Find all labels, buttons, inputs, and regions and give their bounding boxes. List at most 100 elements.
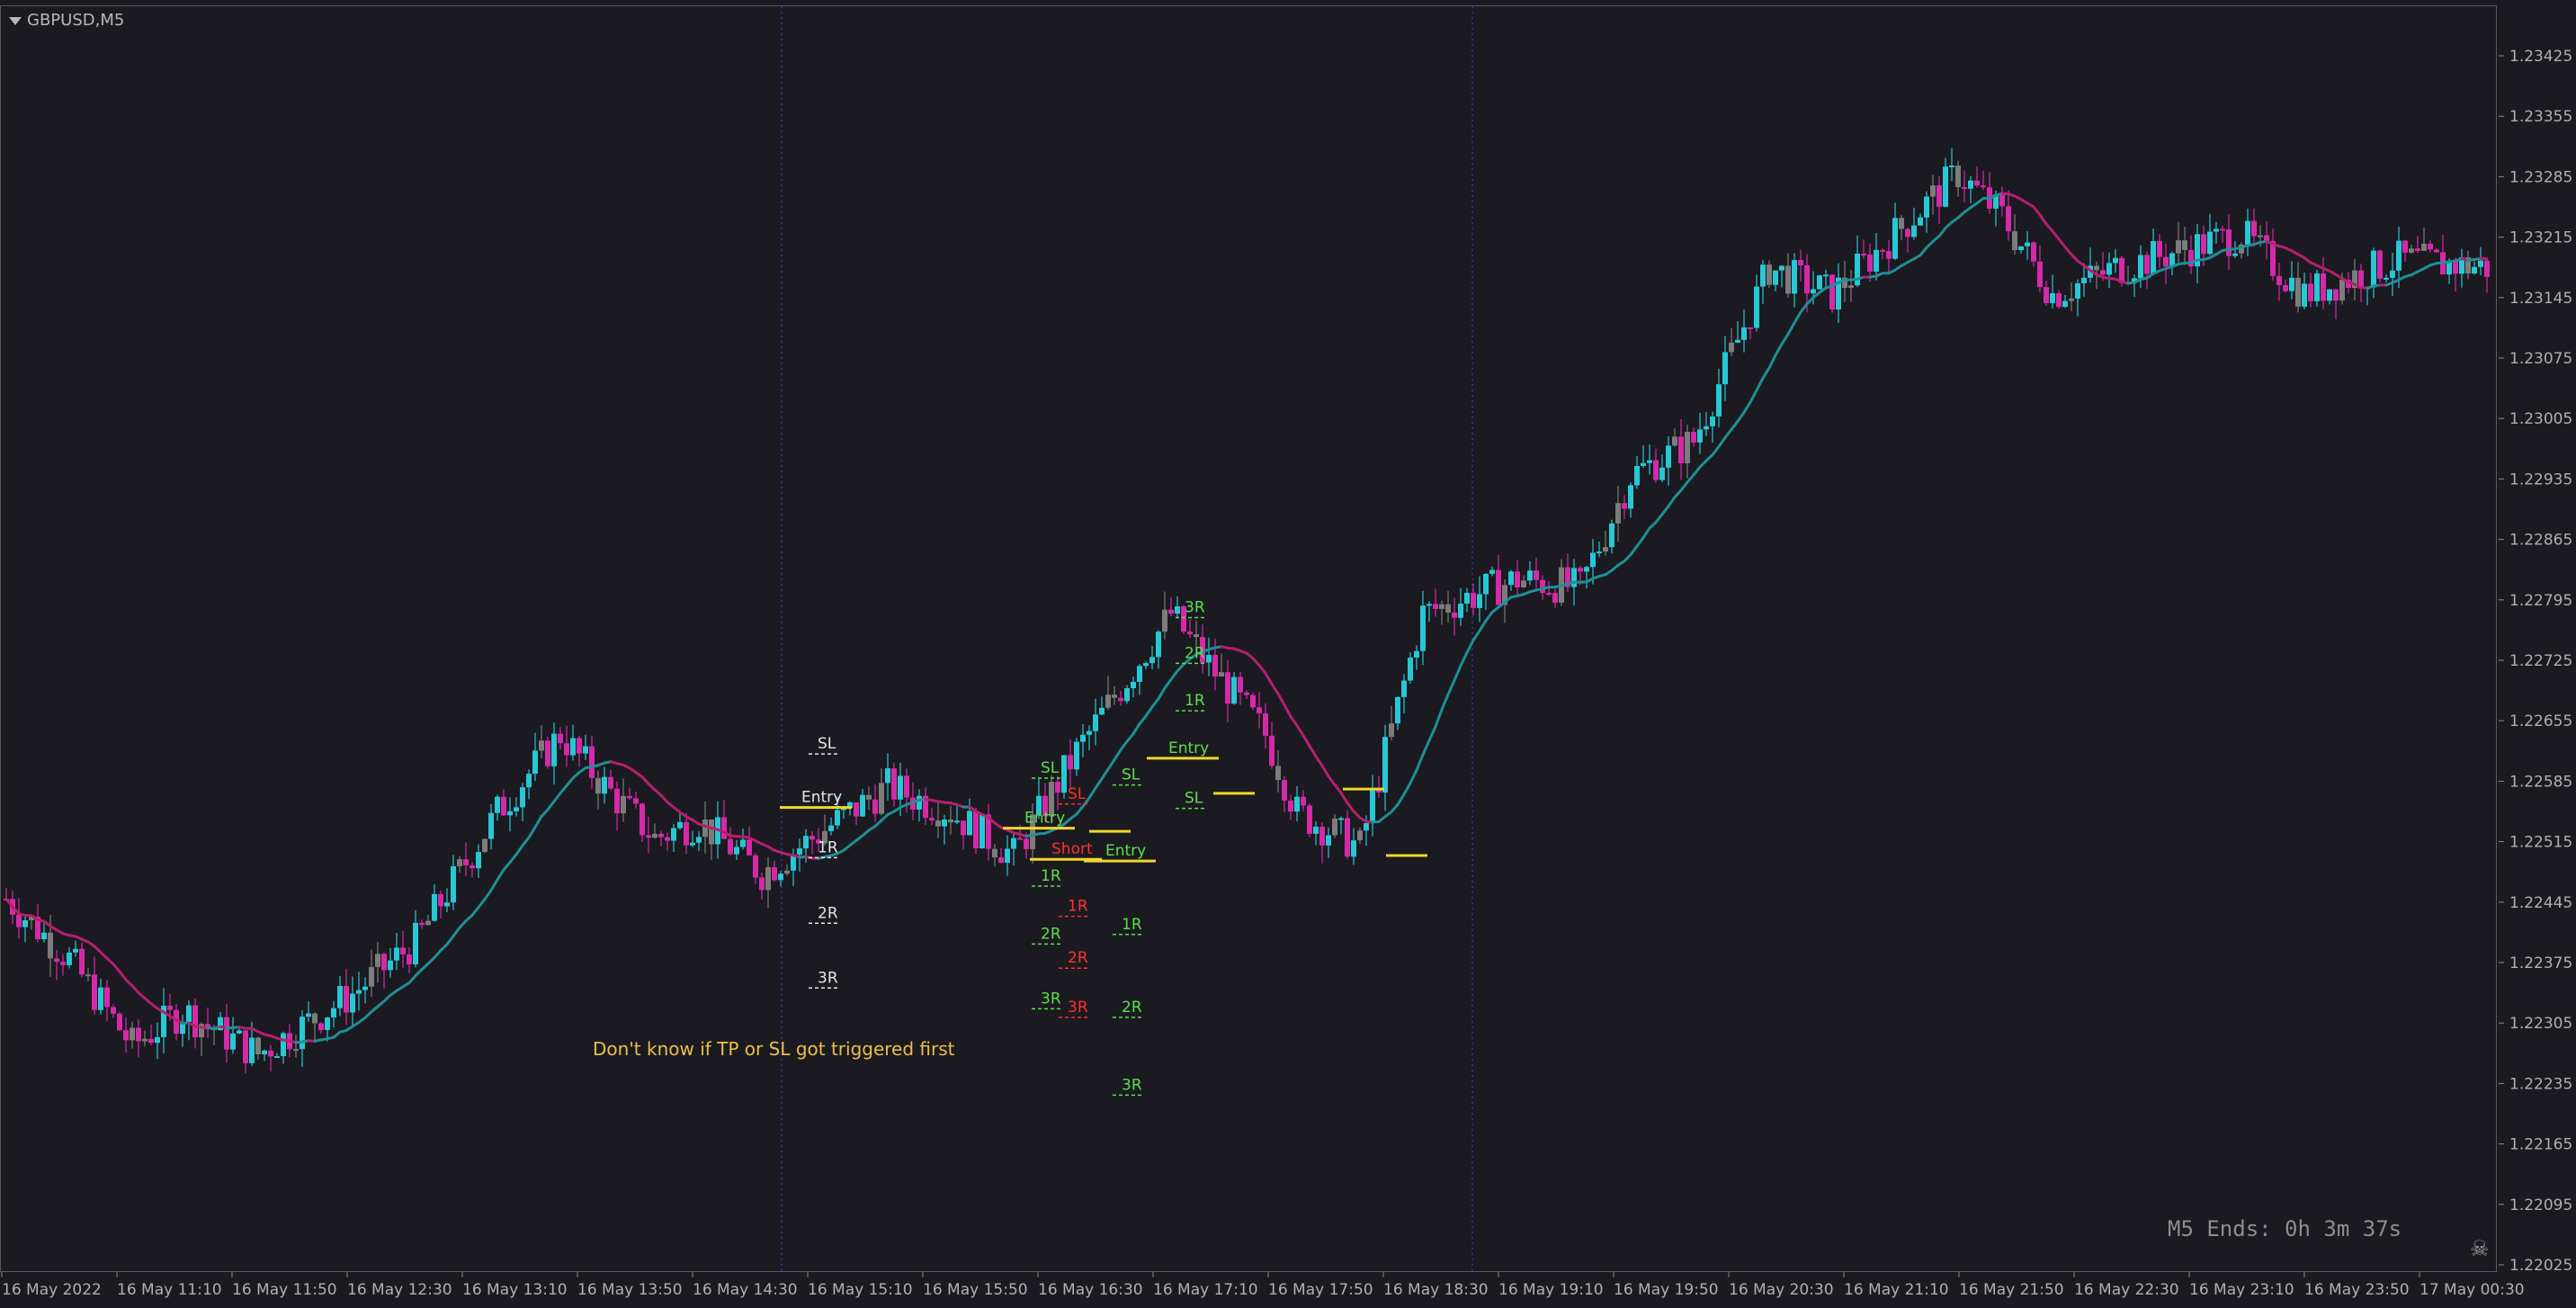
time-tick-label: 16 May 2022 bbox=[2, 1281, 102, 1299]
candle bbox=[79, 942, 85, 978]
trade-level-label: 1R bbox=[1041, 867, 1061, 885]
candle bbox=[451, 855, 456, 910]
symbol-title[interactable]: GBPUSD,M5 bbox=[9, 11, 124, 30]
candle bbox=[589, 735, 595, 789]
candle bbox=[29, 915, 34, 930]
candle bbox=[1754, 274, 1759, 332]
moving-average-segment bbox=[659, 793, 669, 804]
candle bbox=[2088, 247, 2093, 282]
moving-average-segment bbox=[2057, 237, 2067, 249]
candle bbox=[1962, 170, 1967, 202]
candle bbox=[1464, 587, 1470, 613]
moving-average-segment bbox=[332, 1030, 342, 1039]
candle bbox=[2459, 248, 2464, 288]
candle bbox=[130, 1021, 135, 1049]
time-axis[interactable]: 16 May 2022 16 May 11:10 16 May 11:50 16 Ma… bbox=[0, 1272, 2576, 1308]
candle bbox=[123, 1017, 129, 1053]
candle bbox=[2440, 235, 2446, 275]
candle bbox=[2428, 240, 2433, 253]
candle bbox=[520, 783, 525, 821]
candle bbox=[117, 1011, 122, 1032]
candle bbox=[1149, 645, 1155, 670]
candle bbox=[2037, 245, 2043, 293]
moving-average-segment bbox=[1169, 669, 1179, 681]
candle bbox=[1219, 653, 1224, 677]
candle bbox=[532, 732, 538, 782]
candle bbox=[350, 976, 355, 1026]
candle bbox=[1288, 794, 1293, 820]
candle bbox=[2012, 214, 2017, 255]
skull-icon: ☠ bbox=[2470, 1236, 2490, 1261]
candle bbox=[1326, 827, 1331, 858]
candle bbox=[2132, 274, 2137, 297]
moving-average-segment bbox=[1270, 682, 1280, 695]
candle bbox=[816, 828, 821, 852]
candle bbox=[495, 794, 500, 821]
candle bbox=[2056, 290, 2062, 309]
candle bbox=[1534, 557, 1539, 591]
candle bbox=[1036, 778, 1042, 820]
candle bbox=[1936, 175, 1942, 224]
candle bbox=[1729, 327, 1734, 357]
time-tick-label: 16 May 13:10 bbox=[462, 1281, 568, 1299]
candle bbox=[482, 838, 487, 854]
candle bbox=[1489, 566, 1495, 577]
candle bbox=[1666, 435, 1671, 486]
candle bbox=[986, 803, 991, 861]
candle bbox=[2214, 221, 2219, 244]
time-tick-label: 17 May 00:30 bbox=[2419, 1281, 2525, 1299]
candlestick-chart[interactable]: SLEntry1R2R3RSLEntry1R2R3RSLShort1R2R3RS… bbox=[1, 6, 2496, 1271]
moving-average-segment bbox=[1711, 444, 1721, 457]
moving-average-segment bbox=[1755, 376, 1765, 392]
candle bbox=[570, 724, 576, 761]
candle bbox=[1691, 427, 1696, 447]
candle bbox=[463, 842, 469, 876]
time-tick-label: 16 May 17:50 bbox=[1268, 1281, 1373, 1299]
price-tick-label: 1.22655 bbox=[2509, 712, 2572, 730]
candle bbox=[1137, 664, 1142, 695]
moving-average-segment bbox=[2063, 246, 2073, 256]
candle bbox=[1496, 554, 1501, 605]
moving-average-segment bbox=[1767, 354, 1777, 370]
candle bbox=[677, 812, 683, 830]
candle bbox=[948, 805, 953, 835]
moving-average-segment bbox=[565, 776, 575, 787]
candle bbox=[1282, 775, 1287, 813]
moving-average-segment bbox=[382, 993, 392, 1003]
candle bbox=[1376, 775, 1382, 798]
candle bbox=[1659, 454, 1665, 483]
moving-average-segment bbox=[2038, 213, 2048, 226]
candle bbox=[728, 827, 733, 856]
candle bbox=[268, 1044, 273, 1072]
candle bbox=[1301, 790, 1306, 811]
moving-average-segment bbox=[1314, 755, 1324, 767]
candle bbox=[161, 988, 166, 1054]
candle bbox=[2151, 228, 2156, 274]
moving-average-segment bbox=[1295, 723, 1305, 738]
time-tick-label: 16 May 11:10 bbox=[117, 1281, 222, 1299]
candle bbox=[2018, 246, 2024, 254]
candle bbox=[2434, 248, 2439, 254]
candle bbox=[1779, 265, 1784, 288]
price-tick-label: 1.22725 bbox=[2509, 652, 2572, 670]
moving-average-segment bbox=[1396, 793, 1406, 806]
moving-average-segment bbox=[1409, 768, 1418, 784]
candle bbox=[2081, 263, 2087, 297]
candle bbox=[1785, 253, 1791, 298]
moving-average-segment bbox=[1390, 802, 1400, 813]
moving-average-segment bbox=[1610, 563, 1620, 572]
price-tick-label: 1.23075 bbox=[2509, 350, 2572, 368]
candle bbox=[60, 954, 66, 976]
trade-level-label: 1R bbox=[818, 838, 838, 856]
price-axis[interactable]: 1.23425 1.23355 1.23285 1.23215 1.23145 1.230… bbox=[2499, 0, 2576, 1274]
candle bbox=[1427, 601, 1432, 623]
candle bbox=[1823, 270, 1829, 291]
dropdown-arrow-icon[interactable] bbox=[9, 16, 22, 25]
chart-plot-area[interactable]: SL Entry 1R 2R 3R SL Entry 1R 2R 3R SL Short 1R 2R 3R S… bbox=[0, 5, 2497, 1272]
symbol-text: GBPUSD,M5 bbox=[27, 11, 125, 30]
moving-average-segment bbox=[1453, 664, 1462, 682]
price-tick-label: 1.22585 bbox=[2509, 773, 2572, 791]
candle bbox=[828, 817, 834, 836]
moving-average-segment bbox=[1113, 748, 1123, 762]
